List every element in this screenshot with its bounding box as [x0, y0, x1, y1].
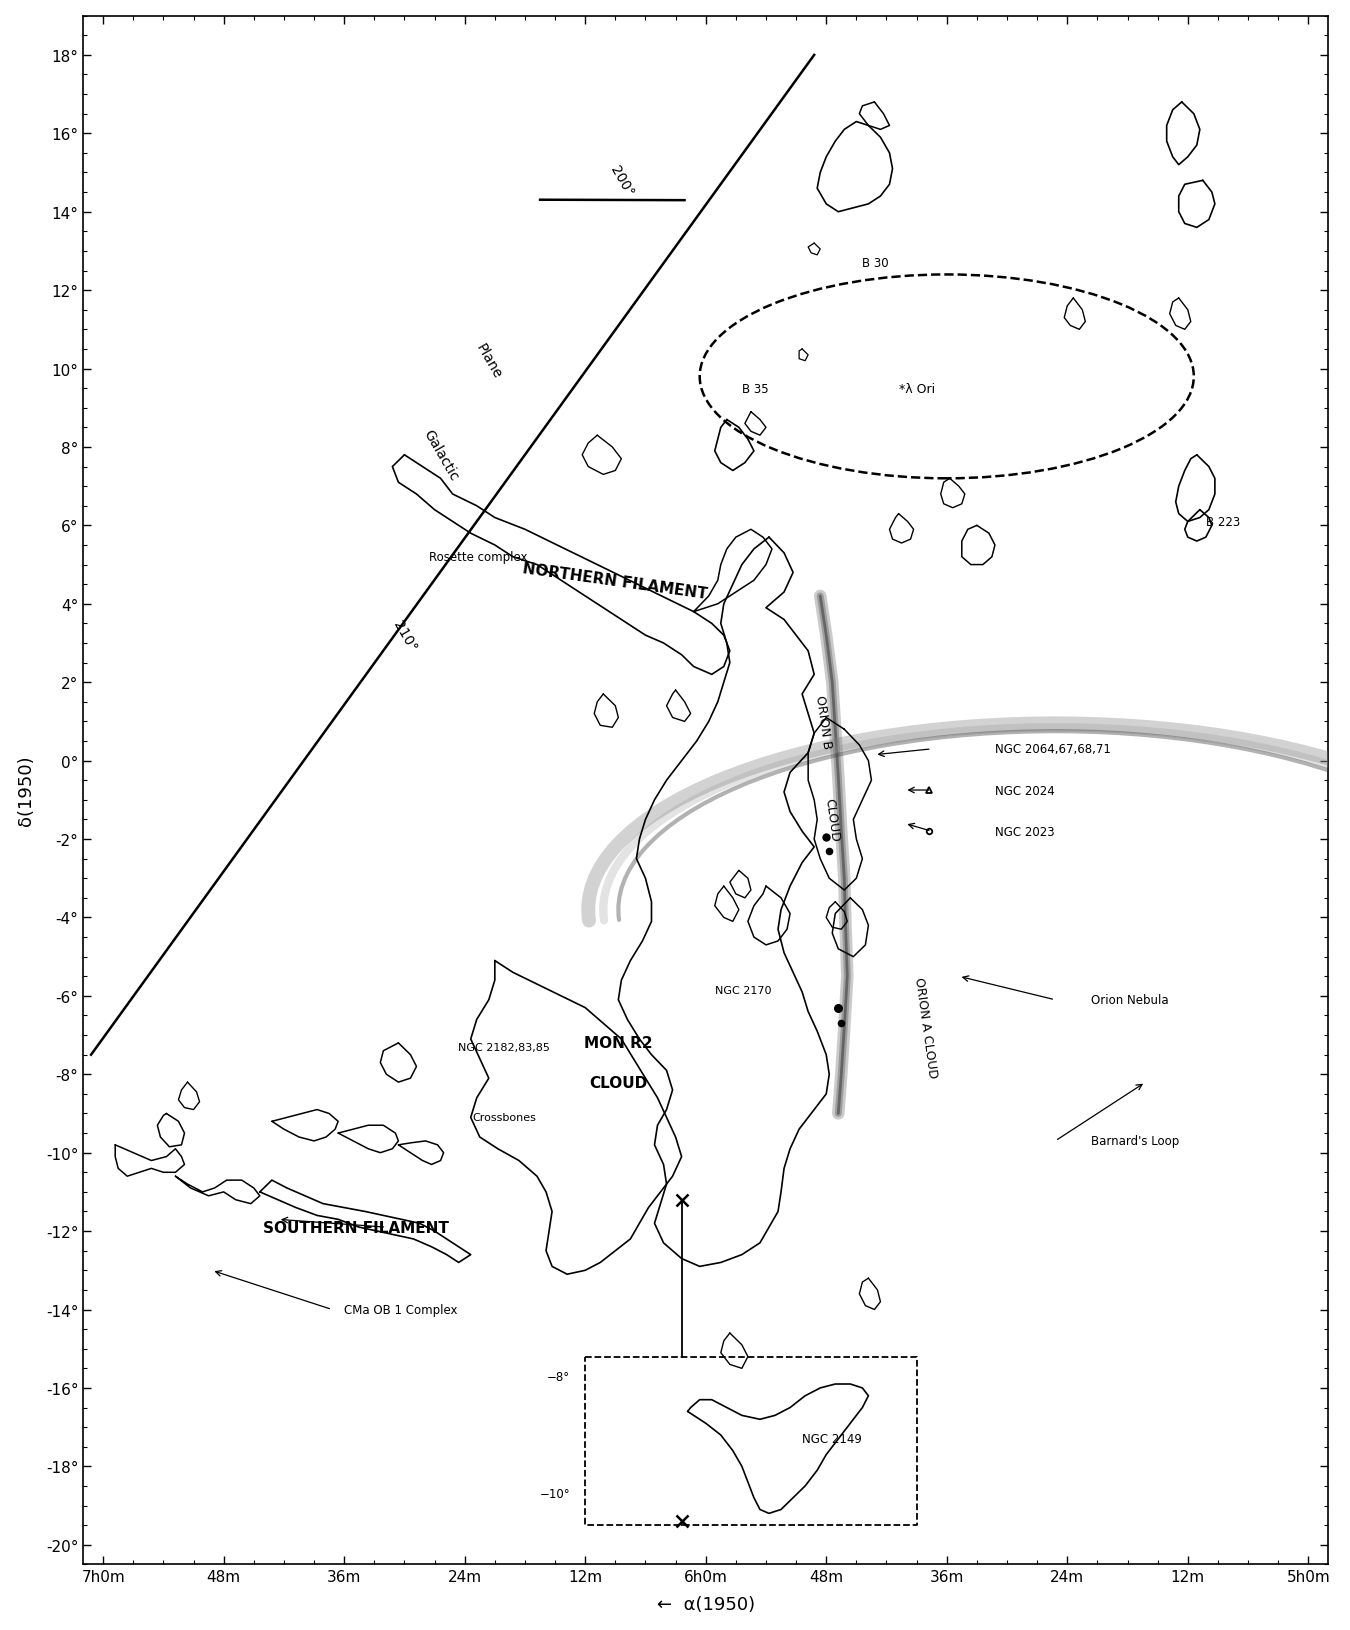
Text: 200°: 200°	[608, 163, 636, 199]
Text: B 30: B 30	[863, 258, 890, 271]
Text: 210°: 210°	[390, 618, 418, 654]
Text: NGC 2064,67,68,71: NGC 2064,67,68,71	[995, 743, 1111, 756]
Point	[830, 1011, 852, 1037]
Text: CLOUD: CLOUD	[589, 1074, 648, 1090]
Y-axis label: δ(1950): δ(1950)	[16, 755, 35, 826]
Text: NGC 2023: NGC 2023	[995, 825, 1054, 838]
Text: NGC 2149: NGC 2149	[802, 1433, 863, 1446]
Text: Orion Nebula: Orion Nebula	[1091, 994, 1169, 1007]
Text: B 223: B 223	[1206, 515, 1241, 528]
Text: CMa OB 1 Complex: CMa OB 1 Complex	[344, 1304, 458, 1315]
Text: Barnard's Loop: Barnard's Loop	[1091, 1134, 1180, 1148]
Text: CLOUD: CLOUD	[822, 797, 842, 843]
Text: ORION B: ORION B	[813, 694, 833, 750]
Text: Rosette complex: Rosette complex	[428, 551, 526, 564]
Text: MON R2: MON R2	[585, 1035, 652, 1051]
Point	[818, 838, 840, 864]
Text: −10°: −10°	[540, 1488, 570, 1500]
Text: ORION A CLOUD: ORION A CLOUD	[913, 976, 940, 1079]
Text: *λ Ori: *λ Ori	[899, 383, 934, 396]
Point	[815, 825, 837, 851]
Point	[828, 994, 849, 1020]
Text: NGC 2170: NGC 2170	[714, 986, 771, 996]
Text: −8°: −8°	[547, 1369, 570, 1382]
Text: NORTHERN FILAMENT: NORTHERN FILAMENT	[522, 561, 709, 601]
X-axis label: ←  α(1950): ← α(1950)	[656, 1596, 755, 1614]
Text: NGC 2182,83,85: NGC 2182,83,85	[458, 1042, 549, 1053]
Text: Galactic: Galactic	[420, 427, 460, 484]
Text: Plane: Plane	[474, 341, 505, 381]
Text: B 35: B 35	[743, 383, 768, 396]
Text: NGC 2024: NGC 2024	[995, 784, 1054, 797]
Text: Crossbones: Crossbones	[472, 1113, 536, 1123]
Text: SOUTHERN FILAMENT: SOUTHERN FILAMENT	[263, 1219, 450, 1236]
